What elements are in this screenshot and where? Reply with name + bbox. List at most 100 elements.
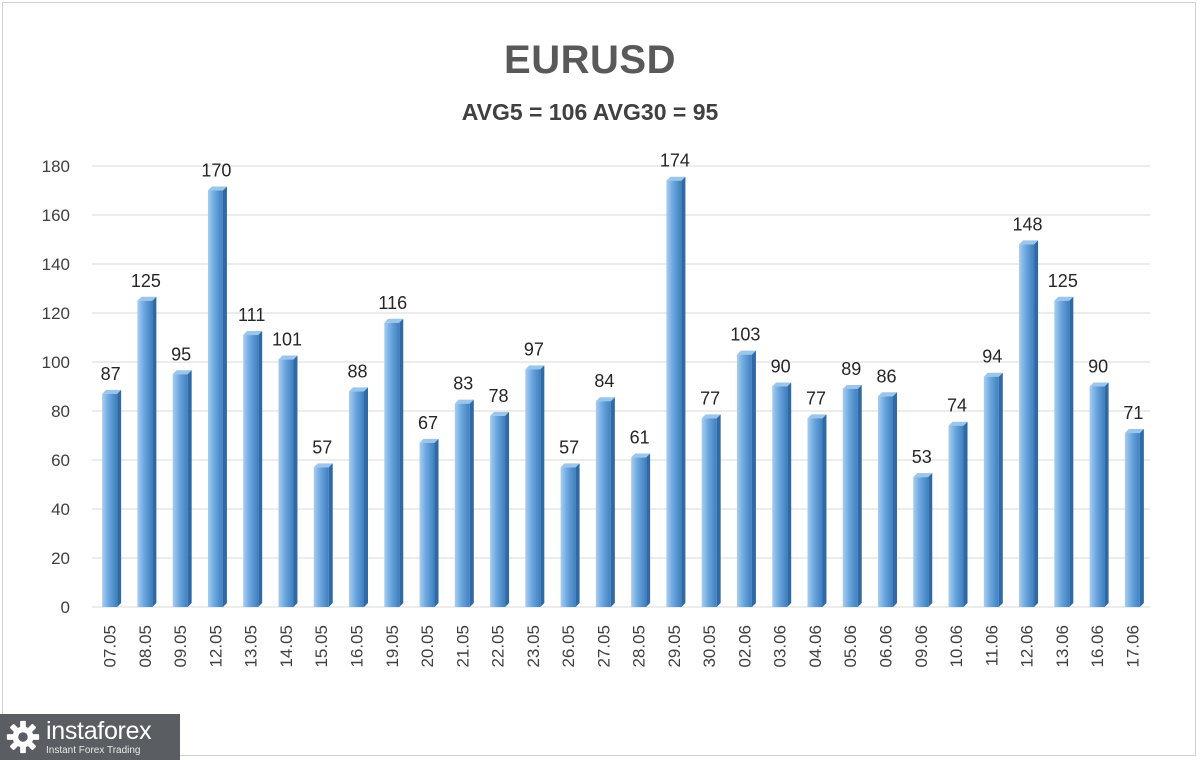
bar-23.05 bbox=[525, 365, 545, 607]
bar-26.05 bbox=[560, 463, 580, 607]
bar-top bbox=[913, 473, 933, 478]
x-tick-label: 07.05 bbox=[101, 625, 120, 668]
bar-front bbox=[1054, 300, 1070, 607]
bar-top bbox=[137, 296, 157, 301]
bar-09.06 bbox=[913, 473, 933, 607]
bar-22.05 bbox=[490, 411, 510, 607]
x-tick-label: 12.05 bbox=[206, 625, 225, 668]
bar-27.05 bbox=[595, 397, 615, 607]
x-tick-label: 10.06 bbox=[947, 625, 966, 668]
bar-front bbox=[490, 415, 506, 607]
x-tick-label: 30.05 bbox=[700, 625, 719, 668]
bar-front bbox=[772, 386, 788, 607]
x-tick-label: 23.05 bbox=[524, 625, 543, 668]
bar-top bbox=[1089, 382, 1109, 387]
bar-top bbox=[454, 399, 474, 404]
bar-side bbox=[434, 438, 439, 607]
data-label: 97 bbox=[524, 339, 544, 359]
bar-front bbox=[172, 374, 188, 607]
bar-side bbox=[187, 370, 192, 607]
data-label: 103 bbox=[730, 325, 760, 345]
bar-07.05 bbox=[102, 389, 122, 607]
bar-top bbox=[842, 384, 862, 389]
bar-side bbox=[893, 392, 897, 607]
x-tick-label: 14.05 bbox=[277, 625, 296, 668]
data-label: 74 bbox=[947, 396, 967, 416]
bar-top bbox=[736, 350, 756, 355]
bar-15.05 bbox=[313, 463, 333, 607]
data-label: 53 bbox=[912, 447, 932, 467]
bar-17.06 bbox=[1124, 429, 1144, 607]
bar-top bbox=[807, 414, 827, 419]
bar-side bbox=[1139, 429, 1144, 607]
data-label: 87 bbox=[101, 364, 121, 384]
data-label: 94 bbox=[982, 347, 1002, 367]
bar-top bbox=[419, 438, 439, 443]
instaforex-logo: instaforex Instant Forex Trading bbox=[0, 714, 180, 760]
x-tick-label: 13.05 bbox=[242, 625, 261, 668]
bar-top bbox=[349, 387, 368, 392]
bars bbox=[102, 176, 1144, 607]
y-tick-label: 160 bbox=[42, 206, 70, 225]
data-label: 90 bbox=[771, 357, 791, 377]
bar-top bbox=[1124, 429, 1144, 434]
bar-front bbox=[1089, 386, 1105, 607]
chart-subtitle: AVG5 = 106 AVG30 = 95 bbox=[461, 99, 719, 125]
x-tick-label: 08.05 bbox=[136, 625, 155, 668]
bar-top bbox=[948, 421, 968, 426]
chart-title: EURUSD bbox=[504, 38, 676, 82]
x-tick-label: 09.05 bbox=[171, 625, 190, 668]
bar-front bbox=[948, 425, 964, 607]
bar-28.05 bbox=[631, 453, 651, 607]
bar-side bbox=[1034, 240, 1039, 607]
bar-06.06 bbox=[878, 392, 897, 607]
bar-side bbox=[258, 331, 263, 607]
bar-16.05 bbox=[349, 387, 368, 607]
x-tick-label: 20.05 bbox=[418, 625, 437, 668]
bar-front bbox=[1019, 244, 1035, 607]
bar-side bbox=[963, 421, 968, 607]
bar-side bbox=[857, 384, 862, 607]
bar-29.05 bbox=[666, 176, 686, 607]
bar-08.05 bbox=[137, 296, 157, 607]
bar-side bbox=[469, 399, 474, 607]
gear-icon bbox=[6, 720, 40, 754]
y-tick-label: 60 bbox=[51, 451, 70, 470]
x-tick-label: 27.05 bbox=[594, 625, 613, 668]
bar-top bbox=[102, 389, 122, 394]
bar-19.05 bbox=[384, 318, 404, 607]
x-tick-label: 04.06 bbox=[806, 625, 825, 668]
bar-16.06 bbox=[1089, 382, 1109, 607]
bar-front bbox=[419, 442, 435, 607]
x-tick-label: 29.05 bbox=[665, 625, 684, 668]
y-tick-label: 140 bbox=[42, 255, 70, 274]
bar-11.06 bbox=[983, 372, 1003, 607]
data-label: 170 bbox=[201, 161, 231, 181]
y-tick-label: 100 bbox=[42, 353, 70, 372]
bar-side bbox=[646, 453, 651, 607]
data-label: 116 bbox=[378, 293, 407, 313]
bar-side bbox=[222, 186, 227, 607]
bar-front bbox=[454, 403, 470, 607]
bar-side bbox=[540, 365, 545, 607]
bar-front bbox=[878, 396, 893, 607]
x-tick-label: 17.06 bbox=[1123, 625, 1142, 668]
bar-21.05 bbox=[454, 399, 474, 607]
bar-side bbox=[399, 318, 404, 607]
y-tick-label: 0 bbox=[61, 598, 70, 617]
bar-front bbox=[525, 369, 541, 607]
data-label: 57 bbox=[559, 437, 579, 457]
bar-10.06 bbox=[948, 421, 968, 607]
y-tick-label: 180 bbox=[42, 157, 70, 176]
bar-04.06 bbox=[807, 414, 827, 607]
bar-front bbox=[631, 457, 647, 607]
bar-front bbox=[243, 335, 259, 607]
bar-top bbox=[490, 411, 510, 416]
bar-front bbox=[1124, 433, 1140, 607]
x-tick-label: 03.06 bbox=[771, 625, 790, 668]
data-label: 125 bbox=[131, 271, 161, 291]
bar-top bbox=[560, 463, 580, 468]
bar-side bbox=[610, 397, 615, 607]
bar-top bbox=[207, 186, 227, 191]
bar-front bbox=[349, 391, 364, 607]
